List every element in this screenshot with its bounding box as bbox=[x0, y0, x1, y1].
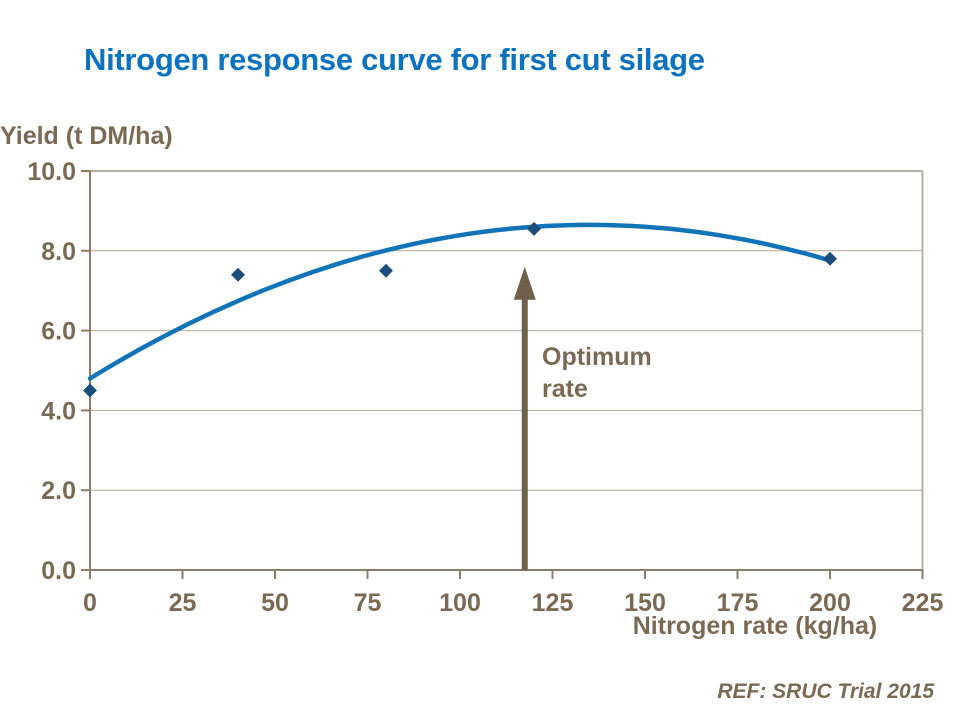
x-tick-label-100: 100 bbox=[439, 589, 481, 617]
x-tick-label-150: 150 bbox=[624, 589, 666, 617]
data-point-diamond bbox=[83, 383, 97, 398]
x-tick-label-125: 125 bbox=[532, 589, 574, 617]
x-tick-label-175: 175 bbox=[717, 589, 759, 617]
data-point-diamond bbox=[527, 221, 541, 236]
data-point-diamond bbox=[379, 263, 393, 278]
response-curve bbox=[87, 222, 833, 381]
chart-title: Nitrogen response curve for first cut si… bbox=[84, 42, 705, 77]
x-tick-label-25: 25 bbox=[169, 589, 197, 617]
y-tick-label-6: 6.0 bbox=[41, 318, 76, 346]
y-tick-label-2: 2.0 bbox=[41, 477, 76, 505]
optimum-rate-annotation: Optimum rate bbox=[542, 343, 652, 403]
y-tick-label-10: 10.0 bbox=[27, 158, 76, 186]
data-point-diamond bbox=[231, 267, 245, 282]
data-point-diamond bbox=[823, 251, 837, 266]
x-tick-label-0: 0 bbox=[83, 589, 97, 617]
y-tick-label-8: 8.0 bbox=[41, 238, 76, 266]
reference-note: REF: SRUC Trial 2015 bbox=[717, 680, 934, 703]
y-tick-label-4: 4.0 bbox=[41, 397, 76, 425]
y-axis-title: Yield (t DM/ha) bbox=[0, 122, 173, 150]
x-tick-label-50: 50 bbox=[261, 589, 289, 617]
x-axis-title: Nitrogen rate (kg/ha) bbox=[632, 612, 878, 640]
y-tick-label-0: 0.0 bbox=[41, 557, 76, 585]
x-tick-label-225: 225 bbox=[902, 589, 944, 617]
x-tick-label-75: 75 bbox=[354, 589, 382, 617]
x-tick-label-200: 200 bbox=[809, 589, 851, 617]
optimum-arrow-head bbox=[513, 266, 536, 300]
